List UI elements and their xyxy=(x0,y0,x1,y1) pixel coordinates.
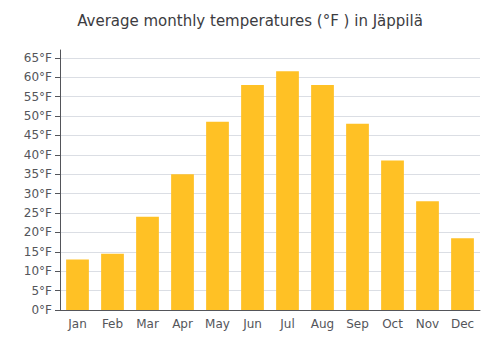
svg-text:Apr: Apr xyxy=(172,317,193,331)
svg-text:40°F: 40°F xyxy=(24,148,52,162)
svg-text:Average monthly temperatures (: Average monthly temperatures (°F ) in Jä… xyxy=(77,12,423,30)
svg-text:Oct: Oct xyxy=(382,317,403,331)
svg-text:Dec: Dec xyxy=(451,317,474,331)
svg-text:Nov: Nov xyxy=(416,317,439,331)
svg-text:45°F: 45°F xyxy=(24,128,52,142)
svg-text:65°F: 65°F xyxy=(24,51,52,65)
svg-text:Feb: Feb xyxy=(102,317,123,331)
svg-text:Jul: Jul xyxy=(279,317,294,331)
svg-text:Jan: Jan xyxy=(67,317,87,331)
svg-text:May: May xyxy=(205,317,230,331)
svg-text:Mar: Mar xyxy=(136,317,159,331)
svg-text:5°F: 5°F xyxy=(31,284,52,298)
svg-text:Aug: Aug xyxy=(311,317,334,331)
svg-text:30°F: 30°F xyxy=(24,187,52,201)
svg-text:0°F: 0°F xyxy=(31,303,52,317)
svg-text:Sep: Sep xyxy=(346,317,369,331)
svg-text:10°F: 10°F xyxy=(24,264,52,278)
svg-text:60°F: 60°F xyxy=(24,70,52,84)
svg-text:20°F: 20°F xyxy=(24,225,52,239)
svg-text:15°F: 15°F xyxy=(24,245,52,259)
svg-text:50°F: 50°F xyxy=(24,109,52,123)
svg-text:35°F: 35°F xyxy=(24,167,52,181)
svg-text:25°F: 25°F xyxy=(24,206,52,220)
svg-text:55°F: 55°F xyxy=(24,90,52,104)
svg-text:Jun: Jun xyxy=(242,317,262,331)
